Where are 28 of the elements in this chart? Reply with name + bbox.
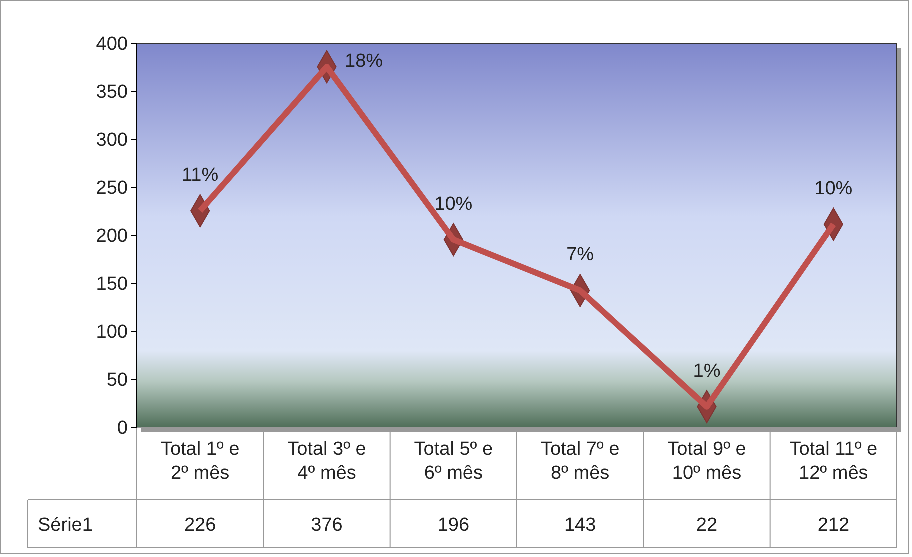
- data-label: 212: [818, 515, 850, 536]
- x-tick-label: Total 11º e 12º mês: [790, 439, 878, 484]
- y-tick-label: 350: [96, 82, 128, 104]
- y-tick-label: 50: [106, 370, 128, 392]
- data-label: 143: [564, 515, 596, 536]
- x-tick-label: Total 5º e 6º mês: [414, 439, 494, 484]
- y-tick-label: 0: [117, 418, 128, 440]
- data-label: 376: [311, 515, 343, 536]
- annotation: 10%: [434, 194, 473, 215]
- y-tick-label: 300: [96, 130, 128, 152]
- annotation: 11%: [182, 165, 219, 186]
- y-tick-label: 200: [96, 226, 128, 248]
- data-label: 22: [696, 515, 718, 536]
- x-tick-label: Total 9º e 10º mês: [668, 439, 746, 484]
- y-tick-label: 100: [96, 322, 128, 344]
- x-tick-label: Total 7º e 8º mês: [540, 439, 620, 484]
- annotation: 7%: [566, 244, 594, 266]
- data-label: 196: [438, 515, 470, 536]
- x-tick-label: Total 1º e 2º mês: [160, 439, 240, 484]
- text: Série1: [38, 515, 93, 536]
- annotation: 18%: [345, 51, 384, 72]
- y-tick-label: 150: [96, 274, 128, 296]
- x-tick-label: Total 3º e 4º mês: [288, 439, 366, 484]
- y-tick-label: 250: [96, 178, 128, 200]
- y-tick-label: 400: [96, 34, 128, 56]
- annotation: 1%: [693, 360, 721, 382]
- data-label: 226: [184, 515, 216, 536]
- annotation: 10%: [814, 178, 853, 200]
